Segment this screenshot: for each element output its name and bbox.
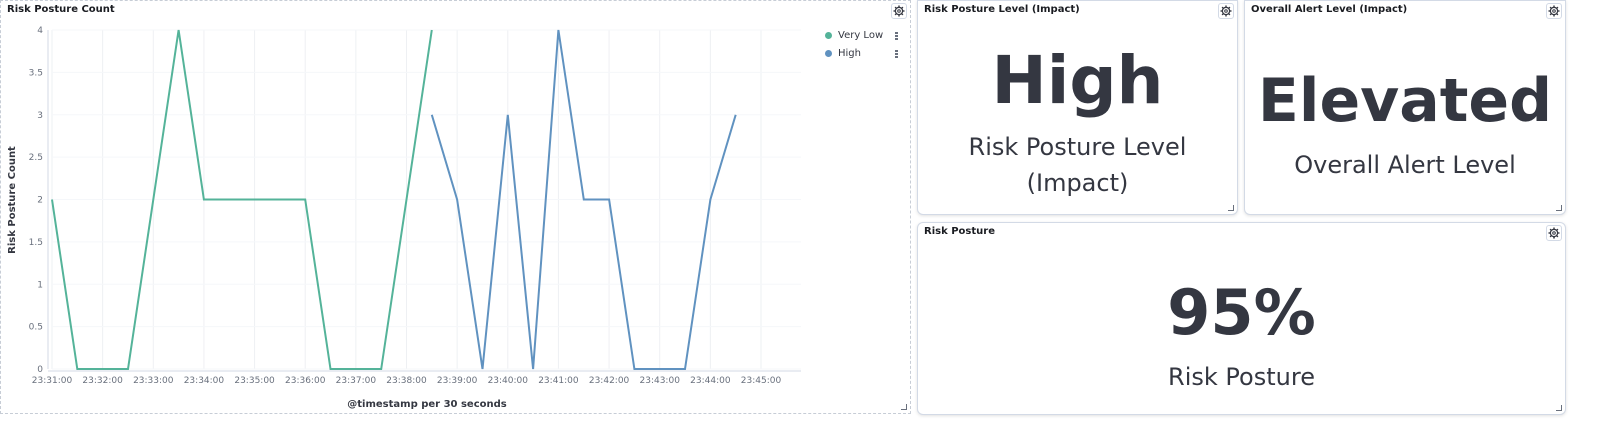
series-line-high[interactable] — [430, 29, 737, 370]
risk-posture-panel: Risk Posture 95% Risk Posture — [917, 222, 1566, 415]
panel-title: Risk Posture — [924, 226, 995, 237]
risk-posture-count-chart: 23:31:00 23:32:00 23:33:00 23:34:00 23:35:00… — [7, 26, 801, 410]
metric-value: 95% — [1167, 276, 1316, 349]
y-axis-label: Risk Posture Count — [7, 146, 18, 254]
x-tick-label: 23:34:00 — [184, 376, 225, 386]
x-tick-label: 23:40:00 — [488, 376, 529, 386]
legend-dot-icon — [825, 31, 832, 39]
legend-label: Very Low — [838, 30, 884, 41]
y-tick-label: 4 — [37, 26, 43, 36]
metric-label: Risk Posture — [1168, 363, 1315, 391]
resize-handle[interactable] — [901, 404, 907, 410]
x-tick-label: 23:43:00 — [640, 376, 681, 386]
panel-options-gear-icon[interactable] — [891, 3, 907, 19]
y-tick-label: 1.5 — [29, 238, 43, 248]
metric-label: Risk Posture Level (Impact) — [918, 129, 1237, 201]
x-tick-label: 23:41:00 — [538, 376, 579, 386]
legend-item-high[interactable]: High — [825, 48, 861, 59]
x-tick-label: 23:35:00 — [234, 376, 275, 386]
x-tick-label: 23:32:00 — [82, 376, 123, 386]
resize-handle[interactable] — [1228, 205, 1234, 211]
risk-posture-level-panel: Risk Posture Level (Impact) High Risk Po… — [917, 0, 1238, 215]
panel-title: Risk Posture Count — [7, 4, 115, 15]
metric-value: High — [991, 42, 1164, 119]
overall-alert-level-panel: Overall Alert Level (Impact) Elevated Ov… — [1244, 0, 1566, 215]
panel-options-gear-icon[interactable] — [1546, 3, 1562, 19]
x-tick-label: 23:42:00 — [589, 376, 630, 386]
x-tick-label: 23:31:00 — [32, 376, 73, 386]
x-tick-label: 23:45:00 — [741, 376, 782, 386]
x-tick-label: 23:44:00 — [690, 376, 731, 386]
y-tick-label: 0 — [37, 365, 43, 375]
legend-more-icon[interactable] — [895, 50, 898, 59]
x-tick-label: 23:33:00 — [133, 376, 174, 386]
panel-options-gear-icon[interactable] — [1218, 3, 1234, 19]
panel-title: Risk Posture Level (Impact) — [924, 4, 1080, 15]
legend-label: High — [838, 48, 861, 59]
risk-posture-count-panel: Risk Posture Count 23:31:00 23:32:00 23:33… — [0, 0, 911, 414]
metric-label-line1: Risk Posture Level — [968, 133, 1187, 161]
metric-label-line2: (Impact) — [1026, 169, 1129, 197]
y-tick-label: 3.5 — [29, 68, 43, 78]
x-tick-label: 23:36:00 — [285, 376, 326, 386]
resize-handle[interactable] — [1556, 205, 1562, 211]
y-tick-label: 1 — [37, 280, 43, 290]
metric-label: Overall Alert Level — [1294, 151, 1516, 179]
x-tick-label: 23:37:00 — [336, 376, 377, 386]
x-tick-label: 23:38:00 — [386, 376, 427, 386]
legend-more-icon[interactable] — [895, 32, 898, 41]
y-tick-label: 2.5 — [29, 153, 43, 163]
x-tick-label: 23:39:00 — [437, 376, 478, 386]
resize-handle[interactable] — [1556, 405, 1562, 411]
y-tick-label: 0.5 — [29, 323, 43, 333]
series-line-very-low[interactable] — [51, 29, 433, 370]
x-axis-label: @timestamp per 30 seconds — [347, 399, 507, 410]
y-tick-label: 2 — [37, 196, 43, 206]
panel-options-gear-icon[interactable] — [1546, 225, 1562, 241]
legend-dot-icon — [825, 49, 832, 57]
metric-value: Elevated — [1257, 66, 1553, 136]
y-tick-label: 3 — [37, 111, 43, 121]
legend-item-very-low[interactable]: Very Low — [825, 30, 883, 41]
panel-title: Overall Alert Level (Impact) — [1251, 4, 1408, 15]
